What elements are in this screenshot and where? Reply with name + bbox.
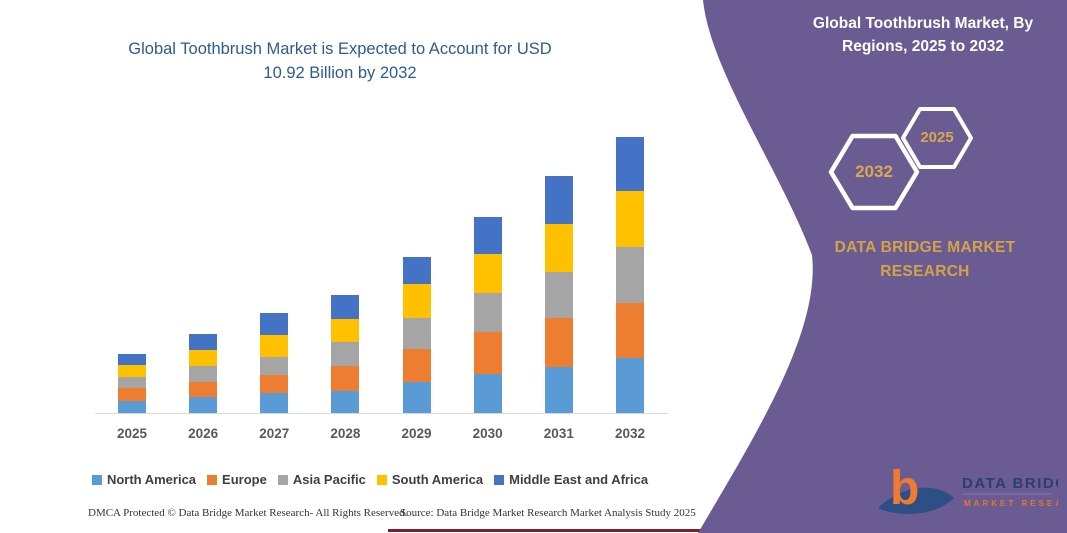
right-panel-title-line2: Regions, 2025 to 2032 <box>842 38 1004 56</box>
chart-title-line2: 10.92 Billion by 2032 <box>263 63 417 82</box>
bottom-divider-line <box>388 529 742 532</box>
legend-label: North America <box>106 472 197 487</box>
bar-2029-middle-east-and-africa <box>402 256 431 284</box>
legend-swatch-icon <box>277 474 288 485</box>
bar-2028-south-america <box>331 319 360 342</box>
logo-tagline-text: MARKET RESEARCH <box>964 499 1058 508</box>
bar-2030-asia-pacific <box>473 293 502 333</box>
x-axis-label-2026: 2026 <box>188 426 219 441</box>
legend-item-middle-east-and-africa: Middle East and Africa <box>494 472 648 487</box>
bar-2030-south-america <box>473 254 502 294</box>
bar-2028-asia-pacific <box>331 342 360 366</box>
legend-swatch-icon <box>91 474 102 485</box>
footer-dmca-text: DMCA Protected © Data Bridge Market Rese… <box>88 507 408 519</box>
bar-2030-middle-east-and-africa <box>473 216 502 255</box>
legend-item-north-america: North America <box>91 472 197 487</box>
legend-swatch-icon <box>207 474 218 485</box>
x-axis-label-2029: 2029 <box>401 426 432 441</box>
bar-2025-north-america <box>118 401 146 413</box>
bar-2032-north-america <box>615 357 644 413</box>
bar-2026 <box>189 333 218 413</box>
legend-label: Europe <box>222 472 267 487</box>
x-axis-label-2030: 2030 <box>472 426 503 441</box>
legend-swatch-icon <box>494 474 505 485</box>
dbmr-logo: b DATA BRIDGE MARKET RESEARCH <box>878 462 1058 515</box>
chart-title-line1: Global Toothbrush Market is Expected to … <box>128 40 552 58</box>
bar-2025-south-america <box>118 365 146 378</box>
bar-2031-north-america <box>544 367 573 413</box>
footer-source-text: Source: Data Bridge Market Research Mark… <box>400 507 696 519</box>
right-panel-title-line1: Global Toothbrush Market, By <box>812 15 1034 32</box>
bar-2032-europe <box>615 302 644 358</box>
bar-2031-europe <box>544 318 573 367</box>
legend-item-asia-pacific: Asia Pacific <box>277 472 366 487</box>
right-panel-title: Global Toothbrush Market, By Regions, 20… <box>793 12 1053 59</box>
chart-legend: North America Europe Asia Pacific South Ame… <box>55 472 685 487</box>
bar-2032-asia-pacific <box>615 246 644 303</box>
bar-2028 <box>331 295 360 413</box>
x-axis-label-2027: 2027 <box>259 426 290 441</box>
bar-2032 <box>615 137 644 413</box>
bar-2031-asia-pacific <box>544 272 573 318</box>
legend-label: South America <box>391 472 484 487</box>
bar-2030 <box>473 216 502 413</box>
bar-2031-south-america <box>544 224 573 272</box>
bar-2026-middle-east-and-africa <box>189 333 218 351</box>
legend-item-europe: Europe <box>207 472 267 487</box>
bar-2029 <box>402 256 431 413</box>
bar-2026-asia-pacific <box>189 366 218 383</box>
bar-2026-south-america <box>189 350 218 367</box>
legend-swatch-icon <box>376 474 387 485</box>
bar-2027-middle-east-and-africa <box>260 313 289 336</box>
brand-line1: DATA BRIDGE MARKET <box>834 239 1016 256</box>
bar-2028-europe <box>331 366 360 391</box>
bar-2030-north-america <box>473 374 502 413</box>
logo-b-icon: b <box>890 462 919 515</box>
bar-2027-north-america <box>260 393 289 413</box>
brand-line2: RESEARCH <box>880 263 970 281</box>
hexagon-2032-label: 2032 <box>855 162 893 181</box>
bar-2031 <box>544 176 573 413</box>
bar-2032-middle-east-and-africa <box>615 137 644 191</box>
bar-2027-south-america <box>260 335 289 358</box>
bar-2029-asia-pacific <box>402 317 431 349</box>
bar-2029-europe <box>402 348 431 382</box>
x-axis-label-2025: 2025 <box>116 426 148 441</box>
bar-2028-middle-east-and-africa <box>331 295 360 319</box>
bar-2025 <box>118 354 146 413</box>
legend-label: Asia Pacific <box>292 472 366 487</box>
bar-2027-europe <box>260 375 289 393</box>
hexagon-2025-label: 2025 <box>920 129 954 146</box>
bar-2031-middle-east-and-africa <box>544 176 573 224</box>
bar-2025-asia-pacific <box>118 377 146 389</box>
x-axis-label-2032: 2032 <box>614 426 645 441</box>
brand-wordmark: DATA BRIDGE MARKET RESEARCH <box>818 236 1032 284</box>
bar-2029-north-america <box>402 381 431 413</box>
logo-wordmark-text: DATA BRIDGE <box>962 475 1058 492</box>
bar-2026-europe <box>189 382 218 398</box>
x-axis-label-2028: 2028 <box>330 426 361 441</box>
bar-2027-asia-pacific <box>260 357 289 376</box>
bar-2029-south-america <box>402 283 431 318</box>
legend-label: Middle East and Africa <box>509 472 649 487</box>
bar-2028-north-america <box>331 391 360 413</box>
bar-2025-middle-east-and-africa <box>118 354 146 366</box>
chart-title: Global Toothbrush Market is Expected to … <box>70 38 610 86</box>
bar-2030-europe <box>473 332 502 375</box>
bar-2032-south-america <box>615 190 644 247</box>
x-axis-line <box>95 413 668 414</box>
bar-2025-europe <box>118 388 146 402</box>
x-axis-label-2031: 2031 <box>543 426 574 441</box>
legend-item-south-america: South America <box>376 472 484 487</box>
plot-area: 2025 2026 2027 2028 2029 2030 2031 2032 <box>95 137 668 441</box>
bar-2026-north-america <box>189 397 218 413</box>
logo-swoosh-icon <box>878 487 954 514</box>
bar-2027 <box>260 313 289 413</box>
